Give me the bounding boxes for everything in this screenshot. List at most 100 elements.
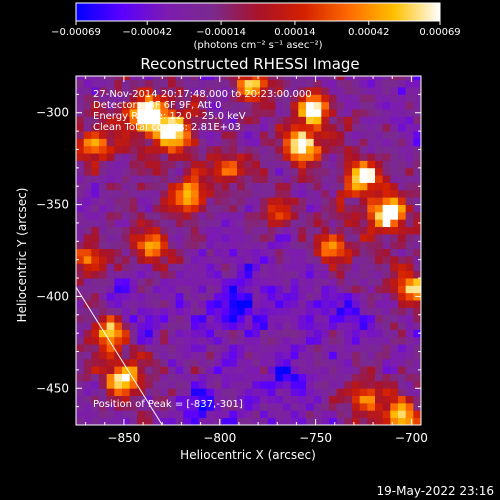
image-pixel (283, 182, 292, 191)
image-pixel (367, 344, 376, 352)
y-tick-label: −450 (36, 381, 69, 395)
image-pixel (390, 204, 399, 213)
plot-frame (75, 75, 422, 426)
image-pixel (191, 256, 200, 264)
image-pixel (359, 402, 368, 411)
image-pixel (352, 160, 361, 169)
image-pixel (122, 388, 131, 397)
image-pixel (336, 322, 345, 330)
image-pixel (237, 344, 246, 352)
image-pixel (221, 241, 230, 250)
image-pixel (229, 94, 238, 103)
image-pixel (99, 388, 108, 397)
image-pixel (260, 204, 269, 213)
image-pixel (313, 410, 322, 419)
image-pixel (152, 322, 161, 330)
image-pixel (122, 167, 131, 176)
image-pixel (367, 182, 376, 191)
image-pixel (160, 329, 169, 338)
image-pixel (313, 109, 322, 117)
image-pixel (152, 417, 161, 425)
image-pixel (298, 410, 307, 419)
image-pixel (267, 351, 276, 360)
image-pixel (290, 160, 299, 169)
image-pixel (76, 219, 85, 228)
image-pixel (183, 336, 192, 345)
image-pixel (152, 256, 161, 264)
image-pixel (244, 292, 253, 301)
image-pixel (183, 175, 192, 183)
image-pixel (198, 233, 207, 242)
image-pixel (91, 175, 100, 183)
image-pixel (367, 270, 376, 279)
image-pixel (160, 138, 169, 147)
image-pixel (183, 248, 192, 257)
image-pixel (244, 300, 253, 308)
image-pixel (329, 160, 338, 169)
image-pixel (359, 167, 368, 176)
image-pixel (168, 366, 177, 374)
image-pixel (114, 300, 123, 308)
image-pixel (306, 145, 315, 154)
image-pixel (413, 329, 421, 338)
image-pixel (191, 138, 200, 147)
image-pixel (122, 351, 131, 360)
image-pixel (160, 322, 169, 330)
image-pixel (175, 270, 184, 279)
image-pixel (398, 263, 407, 272)
image-pixel (298, 145, 307, 154)
image-pixel (336, 241, 345, 250)
image-pixel (191, 373, 200, 382)
image-pixel (221, 138, 230, 147)
image-pixel (352, 131, 361, 139)
image-pixel (306, 307, 315, 316)
image-pixel (306, 366, 315, 374)
image-pixel (137, 79, 146, 88)
image-pixel (168, 123, 177, 132)
image-pixel (76, 131, 85, 139)
image-pixel (405, 211, 414, 220)
image-pixel (298, 226, 307, 235)
image-pixel (91, 87, 100, 95)
image-pixel (198, 94, 207, 103)
image-pixel (321, 351, 330, 360)
image-pixel (359, 145, 368, 154)
image-pixel (122, 153, 131, 161)
image-pixel (252, 226, 261, 235)
image-pixel (290, 175, 299, 183)
image-pixel (106, 292, 115, 301)
image-pixel (306, 344, 315, 352)
image-pixel (183, 285, 192, 294)
image-pixel (359, 87, 368, 95)
image-pixel (106, 307, 115, 316)
image-pixel (375, 197, 384, 205)
image-pixel (206, 241, 215, 250)
image-pixel (344, 270, 353, 279)
image-pixel (413, 87, 421, 95)
image-pixel (99, 358, 108, 367)
image-pixel (321, 329, 330, 338)
image-pixel (336, 226, 345, 235)
image-pixel (152, 395, 161, 404)
image-pixel (244, 395, 253, 404)
image-pixel (283, 79, 292, 88)
image-pixel (106, 226, 115, 235)
image-pixel (152, 344, 161, 352)
image-pixel (129, 197, 138, 205)
image-pixel (198, 109, 207, 117)
image-pixel (306, 153, 315, 161)
image-pixel (183, 189, 192, 198)
image-pixel (229, 116, 238, 125)
image-pixel (413, 256, 421, 264)
image-pixel (260, 109, 269, 117)
image-pixel (405, 395, 414, 404)
image-pixel (214, 116, 223, 125)
image-pixel (91, 182, 100, 191)
image-pixel (267, 204, 276, 213)
image-pixel (91, 145, 100, 154)
image-pixel (83, 175, 92, 183)
image-pixel (237, 160, 246, 169)
image-pixel (106, 241, 115, 250)
image-pixel (198, 322, 207, 330)
image-pixel (413, 380, 421, 389)
